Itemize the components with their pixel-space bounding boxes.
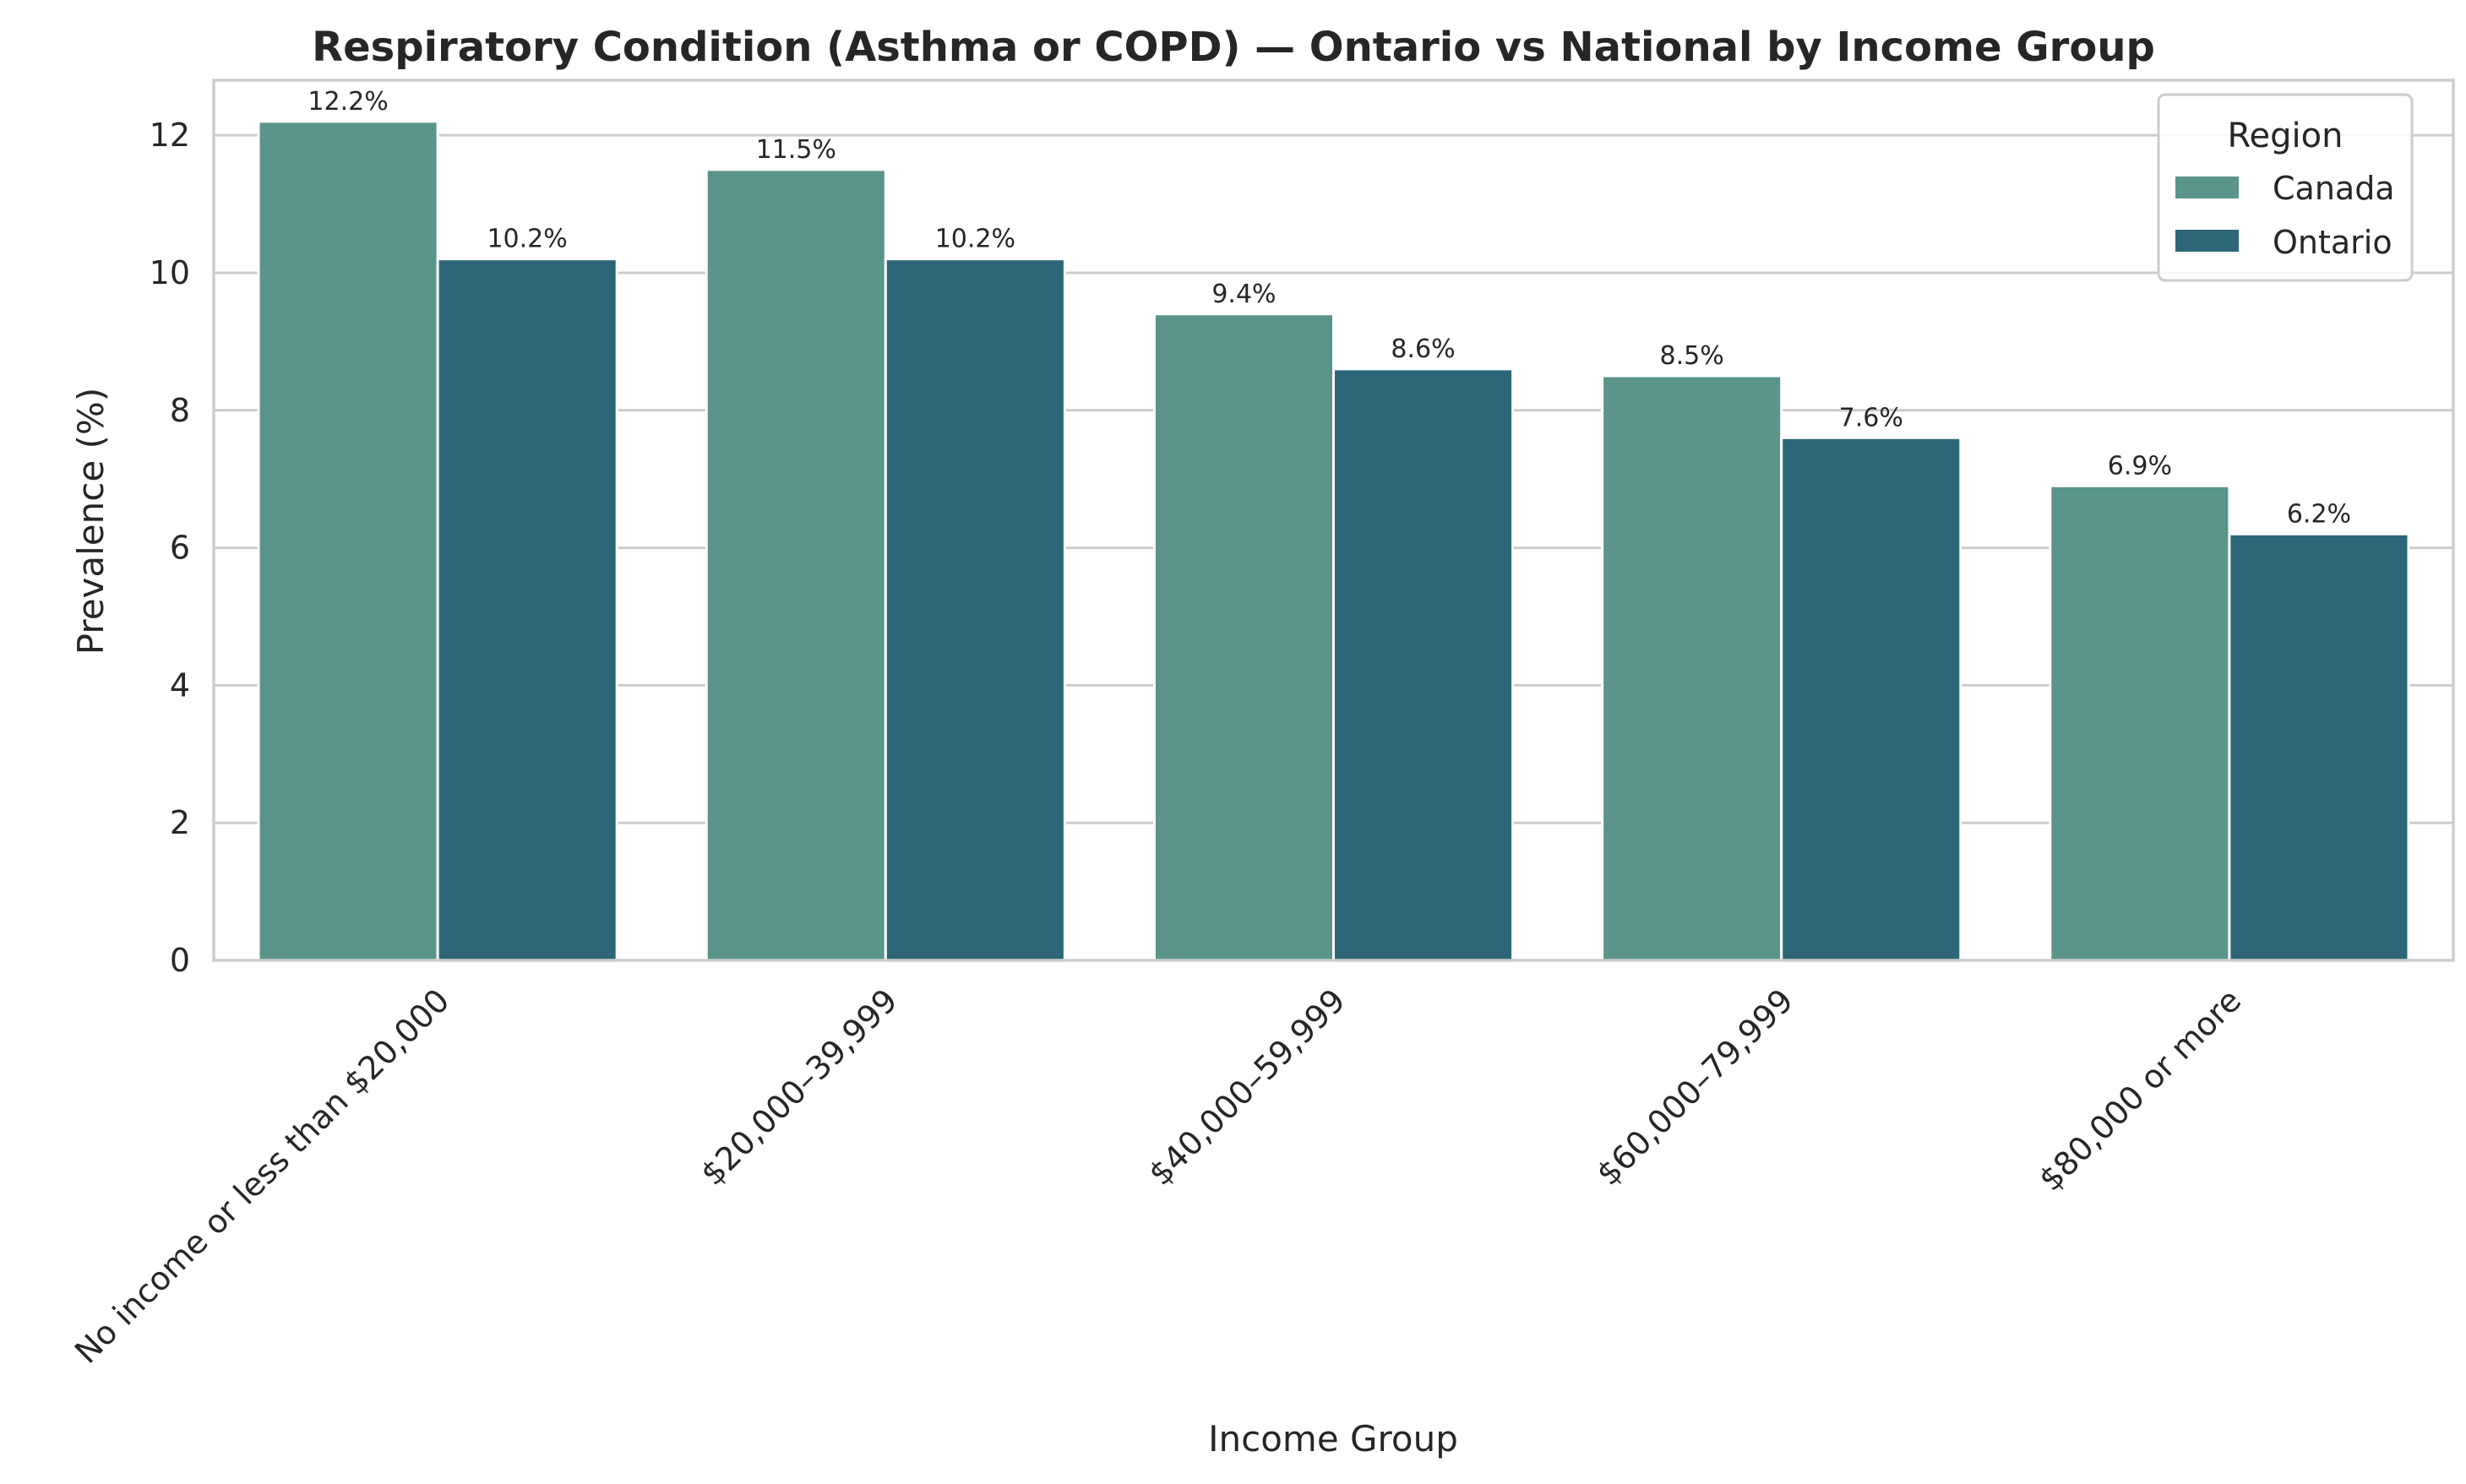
bar-canada	[705, 168, 887, 962]
data-label-canada: 8.5%	[1660, 341, 1724, 371]
data-label-ontario: 7.6%	[1839, 403, 1903, 432]
plot-area-frame	[212, 79, 2455, 962]
bar-canada	[1601, 374, 1783, 962]
x-axis-ticks: No income or less than $20,000 $20,000–39…	[68, 981, 2248, 1370]
y-tick-label: 10	[150, 254, 190, 291]
data-label-ontario: 8.6%	[1391, 334, 1455, 364]
x-tick-label: $80,000 or more	[2032, 981, 2248, 1198]
data-label-ontario: 10.2%	[935, 225, 1015, 254]
y-axis-ticks: 0 2 4 6 8 10 12	[150, 117, 190, 979]
legend-swatch-ontario	[2175, 230, 2239, 252]
data-label-canada: 9.4%	[1211, 280, 1276, 309]
bars	[257, 120, 2410, 962]
y-axis-label: Prevalence (%)	[70, 388, 112, 655]
bar-canada	[2049, 484, 2231, 962]
x-axis-label: Income Group	[1208, 1418, 1458, 1460]
data-label-canada: 12.2%	[308, 87, 388, 117]
legend-label-canada: Canada	[2273, 170, 2395, 207]
data-label-ontario: 10.2%	[487, 225, 567, 254]
x-tick-label: No income or less than $20,000	[68, 981, 456, 1370]
chart-title: Respiratory Condition (Asthma or COPD) —…	[312, 24, 2155, 71]
data-label-canada: 6.9%	[2108, 451, 2172, 481]
bar-canada	[257, 120, 439, 962]
bar-canada	[1152, 313, 1336, 962]
legend-swatch-canada	[2175, 177, 2239, 198]
x-tick-label: $20,000–39,999	[694, 981, 905, 1193]
y-tick-label: 2	[170, 804, 190, 841]
y-tick-label: 6	[170, 530, 190, 567]
bar-ontario	[436, 258, 618, 962]
y-tick-label: 12	[150, 117, 190, 154]
bar-ontario	[1332, 367, 1515, 962]
legend-label-ontario: Ontario	[2273, 224, 2393, 261]
data-labels: 12.2% 11.5% 9.4% 8.5% 6.9% 10.2% 10.2% 8.6% 7.6%…	[308, 87, 2351, 529]
legend-title: Region	[2228, 117, 2344, 155]
y-tick-label: 0	[170, 942, 190, 979]
data-label-ontario: 6.2%	[2287, 499, 2351, 529]
x-tick-label: $40,000–59,999	[1141, 981, 1353, 1193]
y-tick-label: 8	[170, 392, 190, 429]
bar-ontario	[884, 258, 1066, 962]
bar-ontario	[1780, 436, 1962, 962]
data-label-canada: 11.5%	[756, 135, 836, 165]
y-tick-label: 4	[170, 666, 190, 704]
x-tick-label: $60,000–79,999	[1589, 981, 1800, 1193]
legend: Region Canada Ontario	[2157, 93, 2414, 282]
bar-ontario	[2228, 532, 2410, 962]
